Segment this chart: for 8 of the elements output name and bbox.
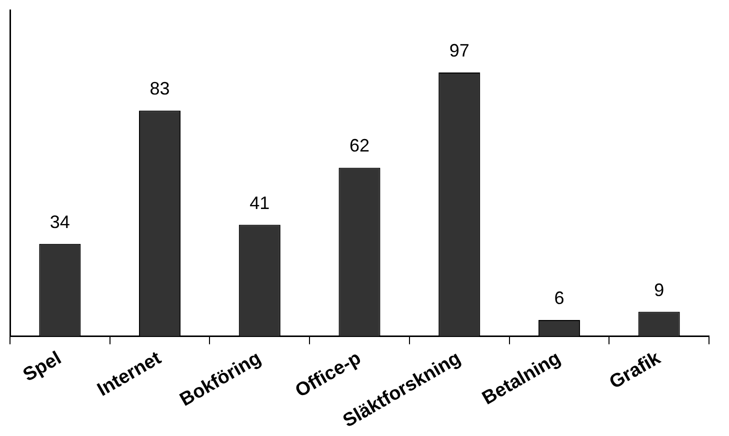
data-label: 41 <box>250 192 270 213</box>
data-label: 34 <box>50 212 70 232</box>
data-label: 62 <box>349 136 370 156</box>
data-label: 9 <box>654 280 664 300</box>
x-tick-label: Spel <box>20 348 66 386</box>
data-label: 6 <box>554 288 564 308</box>
data-label: 97 <box>449 40 470 61</box>
data-label: 83 <box>150 78 170 99</box>
